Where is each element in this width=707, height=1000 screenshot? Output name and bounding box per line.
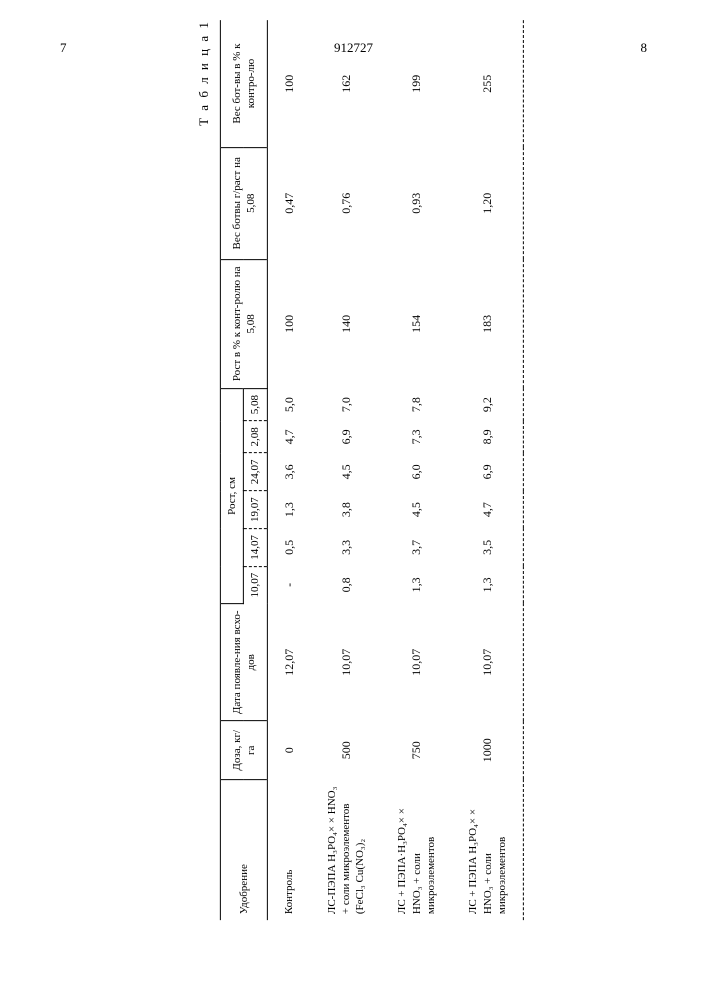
cell-gpct: 140	[310, 259, 381, 388]
cell-emerg: 10,07	[381, 603, 452, 721]
rotated-table-container: Т а б л и ц а 1 Удобрение Доза, кг/га Да…	[196, 20, 524, 920]
col-date-4: 2,08	[244, 421, 267, 453]
cell-emerg: 12,07	[267, 603, 311, 721]
cell-g2: 1,3	[267, 491, 311, 529]
col-growth-pct: Рост в % к конт-ролю на 5,08	[220, 259, 267, 388]
cell-g1: 0,5	[267, 528, 311, 566]
cell-g2: 3,8	[310, 491, 381, 529]
cell-g5: 5,0	[267, 388, 311, 420]
cell-dose: 1000	[452, 721, 523, 779]
cell-g2: 4,7	[452, 491, 523, 529]
cell-w: 1,20	[452, 147, 523, 259]
table-row: ЛС-ПЭПА H₃PO₄× × HNO₃ + соли микроэлемен…	[310, 20, 381, 920]
cell-emerg: 10,07	[452, 603, 523, 721]
cell-g1: 3,3	[310, 528, 381, 566]
cell-g0: 1,3	[452, 566, 523, 603]
cell-dose: 500	[310, 721, 381, 779]
col-date-1: 14,07	[244, 528, 267, 566]
table-row: ЛС + ПЭПА H₃PO₄× × HNO₃ + соли микроэлем…	[452, 20, 523, 920]
cell-g0: -	[267, 566, 311, 603]
cell-fert: ЛС + ПЭПА H₃PO₄× × HNO₃ + соли микроэлем…	[452, 780, 523, 921]
cell-gpct: 183	[452, 259, 523, 388]
cell-g3: 4,5	[310, 453, 381, 491]
cell-wpct: 255	[452, 20, 523, 147]
cell-g1: 3,7	[381, 528, 452, 566]
cell-wpct: 162	[310, 20, 381, 147]
cell-gpct: 154	[381, 259, 452, 388]
col-fertilizer: Удобрение	[220, 780, 267, 921]
table-row: ЛС + ПЭПА·H₃PO₄× × HNO₃ + соли микроэлем…	[381, 20, 452, 920]
cell-g2: 4,5	[381, 491, 452, 529]
cell-wpct: 100	[267, 20, 311, 147]
col-date-5: 5,08	[244, 388, 267, 420]
data-table: Удобрение Доза, кг/га Дата появле-ния вс…	[220, 20, 524, 920]
table-row: Контроль 0 12,07 - 0,5 1,3 3,6 4,7 5,0 1…	[267, 20, 311, 920]
table-label: Т а б л и ц а 1	[196, 20, 212, 920]
cell-fert: Контроль	[267, 780, 311, 921]
cell-g3: 3,6	[267, 453, 311, 491]
cell-wpct: 199	[381, 20, 452, 147]
col-date-2: 19,07	[244, 491, 267, 529]
cell-gpct: 100	[267, 259, 311, 388]
page-num-left: 7	[60, 40, 67, 56]
cell-g3: 6,9	[452, 453, 523, 491]
cell-w: 0,47	[267, 147, 311, 259]
cell-g5: 9,2	[452, 388, 523, 420]
cell-g0: 0,8	[310, 566, 381, 603]
cell-g4: 7,3	[381, 421, 452, 453]
col-dose: Доза, кг/га	[220, 721, 267, 779]
col-weight-pct: Вес бот-вы в % к контро-лю	[220, 20, 267, 147]
cell-fert: ЛС + ПЭПА·H₃PO₄× × HNO₃ + соли микроэлем…	[381, 780, 452, 921]
col-growth-group: Рост, см	[220, 388, 243, 603]
cell-g3: 6,0	[381, 453, 452, 491]
cell-dose: 0	[267, 721, 311, 779]
cell-fert: ЛС-ПЭПА H₃PO₄× × HNO₃ + соли микроэлемен…	[310, 780, 381, 921]
cell-g5: 7,8	[381, 388, 452, 420]
col-date-0: 10,07	[244, 566, 267, 603]
page-num-right: 8	[641, 40, 648, 56]
cell-w: 0,76	[310, 147, 381, 259]
col-emergence: Дата появле-ния всхо-дов	[220, 603, 267, 721]
cell-g4: 4,7	[267, 421, 311, 453]
col-date-3: 24,07	[244, 453, 267, 491]
cell-emerg: 10,07	[310, 603, 381, 721]
col-weight: Вес ботвы г/раст на 5,08	[220, 147, 267, 259]
cell-dose: 750	[381, 721, 452, 779]
cell-g0: 1,3	[381, 566, 452, 603]
cell-g4: 6,9	[310, 421, 381, 453]
cell-g5: 7,0	[310, 388, 381, 420]
cell-w: 0,93	[381, 147, 452, 259]
cell-g1: 3,5	[452, 528, 523, 566]
cell-g4: 8,9	[452, 421, 523, 453]
